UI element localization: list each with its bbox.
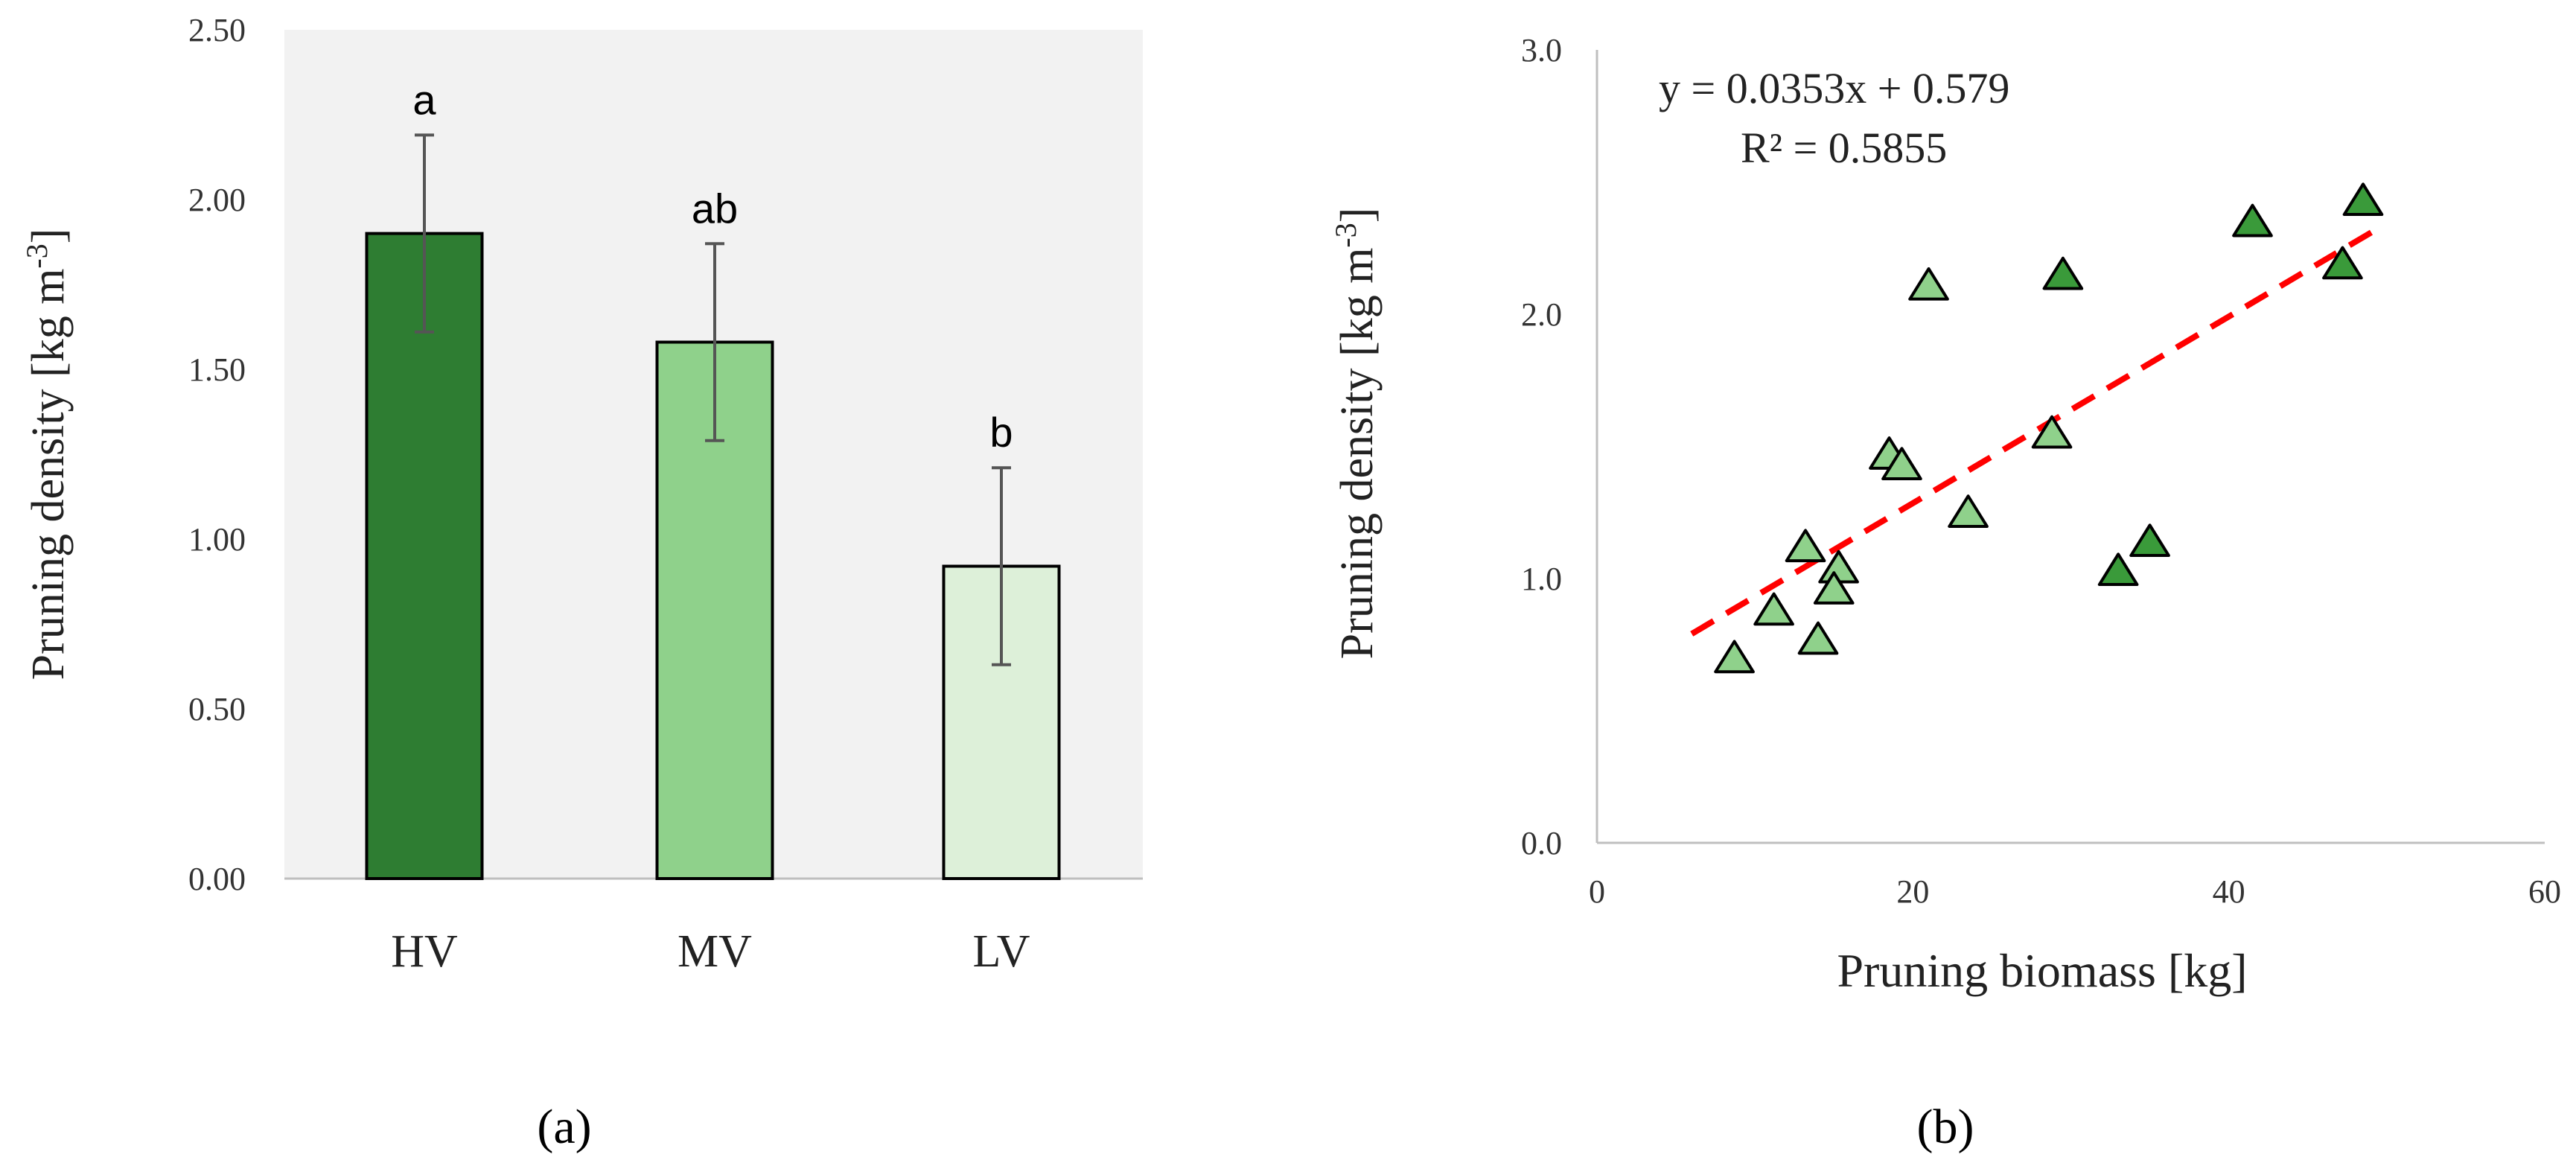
y-tick-label: 3.0 [1521,32,1562,68]
trendline-equation: y = 0.0353x + 0.579 [1659,64,2009,112]
y-tick-label: 0.0 [1521,825,1562,861]
y-axis-title: Pruning density [kg m-3] [1329,208,1383,660]
data-point-light [2031,415,2073,449]
y-tick-labels: 0.00 0.50 1.00 1.50 2.00 2.50 [188,12,246,897]
error-bars [415,133,1011,666]
data-point-light [1948,494,1989,528]
data-point-light [1818,549,1859,584]
error-bar [705,242,724,442]
error-bar [415,133,434,334]
data-point-dark [2322,246,2363,280]
data-point-dark [2097,552,2139,587]
bar-chart-panel: 0.00 0.50 1.00 1.50 2.00 2.50 a ab b HV MV LV Pru… [20,12,1143,1154]
panel-label-a: (a) [537,1100,591,1154]
y-tick-label: 1.0 [1521,561,1562,597]
y-tick-label: 1.00 [188,521,246,558]
y-tick-labels: 0.0 1.0 2.0 3.0 [1521,32,1562,861]
panel-label-b: (b) [1917,1100,1974,1154]
data-point-dark [2232,203,2273,238]
r-squared-label: R² = 0.5855 [1741,124,1947,172]
y-tick-label: 2.00 [188,182,246,218]
data-point-light [1797,621,1839,655]
data-point-light [1714,640,1755,674]
bar-hv [365,232,484,881]
y-tick-label: 2.50 [188,12,246,48]
x-tick-label: HV [391,926,458,977]
scatter-chart-panel: 0.0 1.0 2.0 3.0 0 20 40 60 y = 0.0353x + 0.579… [1329,32,2562,1154]
trendline [1690,225,2381,637]
data-point-dark [2042,256,2084,290]
y-tick-label: 2.0 [1521,296,1562,333]
data-point-dark [2342,182,2384,217]
x-tick-label: 20 [1896,873,1929,910]
data-points [1714,182,2384,674]
x-tick-labels: HV MV LV [391,926,1030,977]
significance-letter: ab [692,185,738,232]
x-tick-label: MV [678,926,752,977]
y-tick-label: 0.50 [188,691,246,727]
data-point-light [1753,592,1794,626]
data-point-light [1813,571,1855,605]
x-tick-label: LV [973,926,1030,977]
significance-letter: b [989,409,1013,456]
x-tick-label: 60 [2528,873,2561,910]
x-tick-labels: 0 20 40 60 [1589,873,2561,910]
y-tick-label: 1.50 [188,351,246,388]
data-point-light [1881,447,1922,481]
data-point-light [1908,267,1949,301]
y-tick-label: 0.00 [188,861,246,897]
x-axis-title: Pruning biomass [kg] [1837,944,2247,997]
significance-letter: a [412,76,436,123]
x-tick-label: 40 [2213,873,2245,910]
data-point-light [1785,529,1826,563]
y-axis-title: Pruning density [kg m-3] [20,229,74,681]
data-point-dark [2129,523,2170,557]
x-tick-label: 0 [1589,873,1605,910]
error-bar [992,466,1011,666]
significance-letters: a ab b [412,76,1013,456]
